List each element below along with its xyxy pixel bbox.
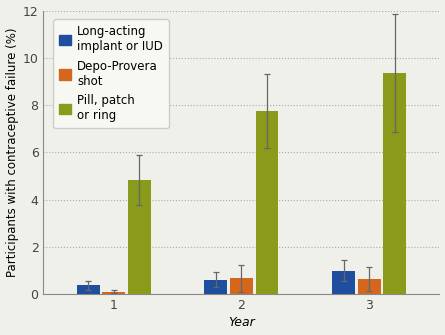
Bar: [204, 279, 227, 294]
Y-axis label: Participants with contraceptive failure (%): Participants with contraceptive failure …: [5, 28, 19, 277]
Bar: [383, 73, 406, 294]
Bar: [102, 291, 125, 294]
Bar: [332, 271, 355, 294]
X-axis label: Year: Year: [228, 317, 255, 329]
Bar: [77, 285, 100, 294]
Legend: Long-acting
implant or IUD, Depo-Provera
shot, Pill, patch
or ring: Long-acting implant or IUD, Depo-Provera…: [53, 19, 169, 128]
Bar: [255, 111, 279, 294]
Bar: [230, 278, 253, 294]
Bar: [358, 279, 380, 294]
Bar: [128, 180, 151, 294]
